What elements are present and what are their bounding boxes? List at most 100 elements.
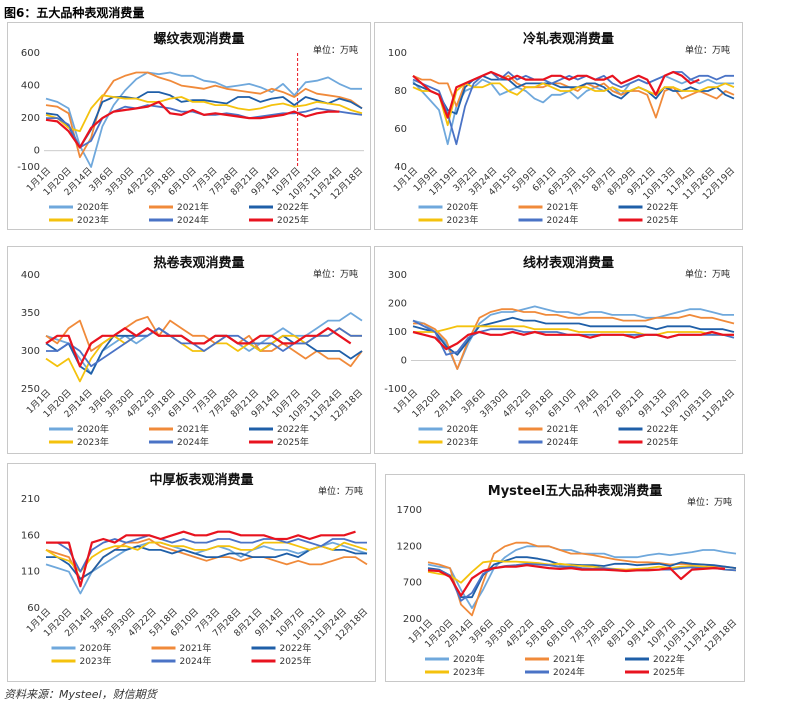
chart-svg-cold-rolled: 冷轧表观消费量单位：万吨4060801001月1日1月9日1月19日3月2日3月… <box>388 31 737 226</box>
y-tick-label: 80 <box>394 86 407 97</box>
legend-label: 2020年 <box>80 642 112 654</box>
legend-label: 2024年 <box>553 666 585 678</box>
chart-panel-wire-rod: 线材表观消费量 单位：万吨 -100 0 100 200 300 1月1日 1月20日 2月14日… <box>374 246 743 454</box>
chart-title: 螺纹表观消费量 <box>153 31 244 47</box>
legend-label: 2023年 <box>447 214 479 226</box>
legend-label: 2024年 <box>180 655 212 667</box>
legend-label: 2021年 <box>553 653 585 665</box>
legend-label: 2024年 <box>547 436 579 448</box>
series-line-2023 <box>412 82 735 127</box>
series-line-2021 <box>413 308 735 370</box>
series-line-2022 <box>46 545 367 580</box>
chart-title: Mysteel五大品种表观消费量 <box>488 483 662 499</box>
series-line-2024 <box>427 562 737 602</box>
series-line-2025 <box>412 330 734 351</box>
chart-svg-wire-rod: 线材表观消费量单位：万吨-10001002003001月1日1月20日2月14日… <box>384 255 737 448</box>
series-line-2025 <box>412 70 700 119</box>
y-tick-label: 200 <box>21 113 40 124</box>
chart-unit-label: 单位：万吨 <box>313 268 358 280</box>
legend-label: 2023年 <box>453 666 485 678</box>
series-line-2024 <box>46 327 362 368</box>
series-line-2023 <box>413 325 734 336</box>
legend-label: 2022年 <box>277 201 309 213</box>
legend-label: 2023年 <box>80 655 112 667</box>
chart-svg-rebar: 螺纹表观消费量单位：万吨-10002004006001月1日1月20日2月14日… <box>17 31 365 226</box>
y-tick-label: 400 <box>21 270 40 281</box>
y-tick-label: 250 <box>21 384 40 395</box>
legend-label: 2021年 <box>547 423 579 435</box>
chart-unit-label: 单位：万吨 <box>313 44 358 56</box>
series-line-2025 <box>45 100 340 149</box>
legend-label: 2024年 <box>547 214 579 226</box>
series-line-2022 <box>412 316 735 356</box>
series-line-2025 <box>45 327 352 368</box>
series-line-2024 <box>412 71 734 146</box>
legend-label: 2023年 <box>77 214 109 226</box>
y-tick-label: 200 <box>388 299 407 310</box>
chart-panel-total: Mysteel五大品种表观消费量 单位：万吨 200 700 1200 1700 1月1日 1… <box>385 474 745 682</box>
series-line-2025 <box>427 564 726 597</box>
legend-label: 2021年 <box>547 201 579 213</box>
y-tick-label: 200 <box>403 614 422 625</box>
y-tick-label: 110 <box>21 567 40 578</box>
legend-label: 2025年 <box>277 436 309 448</box>
chart-unit-label: 单位：万吨 <box>685 268 730 280</box>
legend-label: 2021年 <box>177 201 209 213</box>
y-tick-label: 210 <box>21 494 40 505</box>
y-tick-label: 160 <box>21 530 40 541</box>
y-tick-label: 100 <box>388 48 407 59</box>
chart-panel-medium-plate: 中厚板表观消费量 单位：万吨 60 110 160 210 1月1日 1月20日 2月14日 3月… <box>7 463 376 682</box>
legend-label: 2020年 <box>453 653 485 665</box>
legend-label: 2023年 <box>447 436 479 448</box>
y-tick-label: 0 <box>401 356 407 367</box>
legend-label: 2020年 <box>77 423 109 435</box>
series-line-2021 <box>427 541 737 617</box>
legend-label: 2025年 <box>277 214 309 226</box>
chart-svg-hot-rolled: 热卷表观消费量单位：万吨2503003504001月1日1月20日2月14日3月… <box>21 255 365 448</box>
legend-label: 2022年 <box>647 423 679 435</box>
series-line-2023 <box>45 541 368 573</box>
series-line-2023 <box>427 560 737 584</box>
legend-label: 2021年 <box>177 423 209 435</box>
y-tick-label: 300 <box>21 346 40 357</box>
legend-label: 2021年 <box>180 642 212 654</box>
series-line-2020 <box>412 74 734 146</box>
legend-label: 2025年 <box>647 436 679 448</box>
y-tick-label: 60 <box>27 603 40 614</box>
legend-label: 2025年 <box>280 655 312 667</box>
legend-label: 2024年 <box>177 436 209 448</box>
y-tick-label: 600 <box>21 48 40 59</box>
y-tick-label: 350 <box>21 308 40 319</box>
y-tick-label: 40 <box>394 162 407 173</box>
chart-title: 冷轧表观消费量 <box>523 31 614 47</box>
chart-panel-hot-rolled: 热卷表观消费量 单位：万吨 250 300 350 400 1月1日 1月20日 2月14日 3月… <box>7 246 371 454</box>
series-line-2025 <box>46 530 356 588</box>
chart-unit-label: 单位：万吨 <box>687 496 732 508</box>
legend-label: 2020年 <box>77 201 109 213</box>
legend-label: 2022年 <box>280 642 312 654</box>
chart-svg-medium-plate: 中厚板表观消费量单位：万吨601101602101月1日1月20日2月14日3月… <box>21 472 370 667</box>
chart-title: 中厚板表观消费量 <box>149 472 253 488</box>
y-tick-label: 400 <box>21 81 40 92</box>
series-line-2022 <box>45 91 363 149</box>
legend-label: 2022年 <box>653 653 685 665</box>
y-tick-label: 0 <box>34 146 40 157</box>
y-tick-label: 60 <box>394 124 407 135</box>
legend-label: 2020年 <box>447 201 479 213</box>
legend-label: 2023年 <box>77 436 109 448</box>
y-tick-label: 1200 <box>397 541 422 552</box>
chart-title: 线材表观消费量 <box>523 255 614 271</box>
legend-label: 2025年 <box>653 666 685 678</box>
legend-label: 2022年 <box>277 423 309 435</box>
series-line-2020 <box>45 71 362 168</box>
y-tick-label: -100 <box>384 384 407 395</box>
series-line-2021 <box>45 315 363 368</box>
legend-label: 2024年 <box>177 214 209 226</box>
y-tick-label: 100 <box>388 327 407 338</box>
y-tick-label: 1700 <box>397 505 422 516</box>
chart-unit-label: 单位：万吨 <box>318 485 363 497</box>
series-line-2023 <box>45 94 363 133</box>
y-tick-label: 300 <box>388 270 407 281</box>
y-tick-label: 700 <box>403 578 422 589</box>
chart-panel-rebar: 螺纹表观消费量 单位：万吨 -100 0 200 400 600 1月1日 1月20日 2月14日… <box>7 22 371 230</box>
